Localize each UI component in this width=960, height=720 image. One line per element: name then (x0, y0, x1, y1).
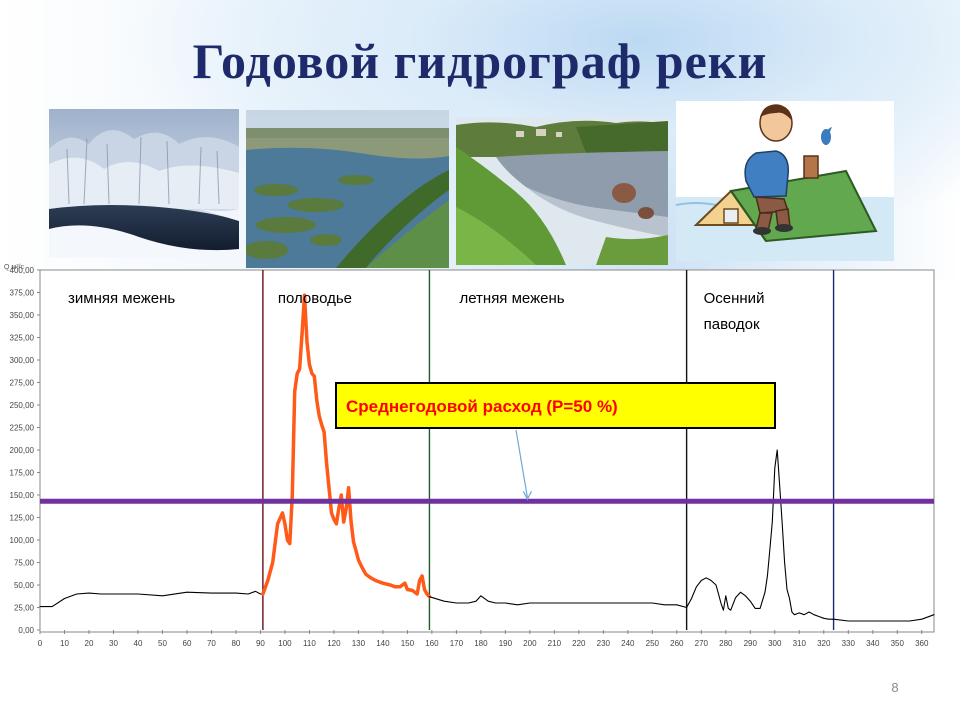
x-tick-label: 90 (256, 639, 265, 648)
x-tick-label: 170 (450, 639, 464, 648)
x-tick-label: 190 (499, 639, 513, 648)
winter-river-photo (49, 109, 239, 258)
x-tick-label: 340 (866, 639, 880, 648)
x-tick-label: 330 (842, 639, 856, 648)
x-tick-label: 80 (231, 639, 240, 648)
x-tick-label: 110 (303, 639, 316, 648)
summer-river-photo (456, 117, 668, 265)
y-tick-label: 125,00 (10, 514, 35, 523)
series-line-winter-end (833, 614, 935, 622)
x-tick-label: 250 (646, 639, 660, 648)
y-tick-label: 400,00 (10, 266, 35, 275)
x-tick-label: 30 (109, 639, 118, 648)
page-number: 8 (891, 680, 899, 695)
x-tick-label: 120 (327, 639, 341, 648)
x-tick-label: 150 (401, 639, 415, 648)
x-tick-label: 140 (376, 639, 390, 648)
y-tick-label: 200,00 (10, 446, 35, 455)
y-tick-label: 225,00 (10, 424, 35, 433)
season-label: Осенний паводок (704, 290, 765, 333)
y-tick-label: 25,00 (14, 604, 35, 613)
x-tick-label: 260 (670, 639, 684, 648)
x-tick-label: 270 (695, 639, 709, 648)
x-tick-label: 230 (597, 639, 611, 648)
x-tick-label: 100 (278, 639, 292, 648)
x-tick-label: 200 (523, 639, 537, 648)
y-tick-label: 175,00 (10, 469, 35, 478)
x-tick-label: 350 (891, 639, 905, 648)
y-tick-label: 350,00 (10, 311, 35, 320)
x-tick-label: 0 (38, 639, 43, 648)
callout-arrowhead (522, 491, 532, 501)
x-tick-label: 320 (817, 639, 831, 648)
series-line-autumn (686, 449, 835, 620)
callout-arrow (515, 429, 528, 498)
x-tick-label: 220 (572, 639, 586, 648)
y-tick-label: 300,00 (10, 356, 35, 365)
x-tick-label: 290 (744, 639, 758, 648)
x-tick-label: 310 (793, 639, 807, 648)
y-axis-unit-label: Q м³/с (4, 264, 24, 271)
y-tick-label: 0,00 (18, 626, 34, 635)
y-tick-label: 250,00 (10, 401, 35, 410)
x-tick-label: 70 (207, 639, 216, 648)
y-tick-label: 325,00 (10, 334, 35, 343)
x-tick-label: 20 (85, 639, 94, 648)
x-tick-label: 210 (548, 639, 562, 648)
x-tick-label: 60 (183, 639, 192, 648)
y-tick-label: 75,00 (14, 559, 35, 568)
x-tick-label: 50 (158, 639, 167, 648)
y-tick-label: 150,00 (10, 491, 35, 500)
mean-flow-label: Среднегодовой расход (P=50 %) (346, 397, 618, 416)
series-line-summer (428, 595, 688, 609)
y-tick-label: 50,00 (14, 581, 35, 590)
season-label: летняя межень (459, 290, 564, 307)
x-tick-label: 240 (621, 639, 635, 648)
x-tick-label: 280 (719, 639, 733, 648)
season-label: половодье (278, 290, 352, 307)
y-tick-label: 375,00 (10, 289, 35, 298)
plot-area (39, 269, 935, 633)
x-tick-label: 360 (915, 639, 929, 648)
slide-title: Годовой гидрограф реки (192, 33, 768, 89)
callout-box (335, 382, 776, 429)
y-tick-label: 100,00 (10, 536, 35, 545)
x-tick-label: 130 (352, 639, 366, 648)
x-tick-label: 180 (474, 639, 488, 648)
spring-flood-photo (246, 110, 449, 268)
hydrograph-chart: 0,00 25,00 50,00 75,00 100,00 125,00 150,00 175… (0, 258, 960, 658)
y-tick-label: 275,00 (10, 379, 35, 388)
x-tick-label: 40 (134, 639, 143, 648)
x-tick-label: 300 (768, 639, 782, 648)
flooded-house-cartoon (676, 101, 894, 261)
series-line-flood (261, 293, 432, 599)
x-tick-label: 160 (425, 639, 439, 648)
x-tick-label: 10 (60, 639, 69, 648)
season-label: зимняя межень (68, 290, 175, 307)
mean-flow-callout: Среднегодовой расход (P=50 %) (335, 382, 776, 501)
series-line-winter (39, 590, 264, 608)
